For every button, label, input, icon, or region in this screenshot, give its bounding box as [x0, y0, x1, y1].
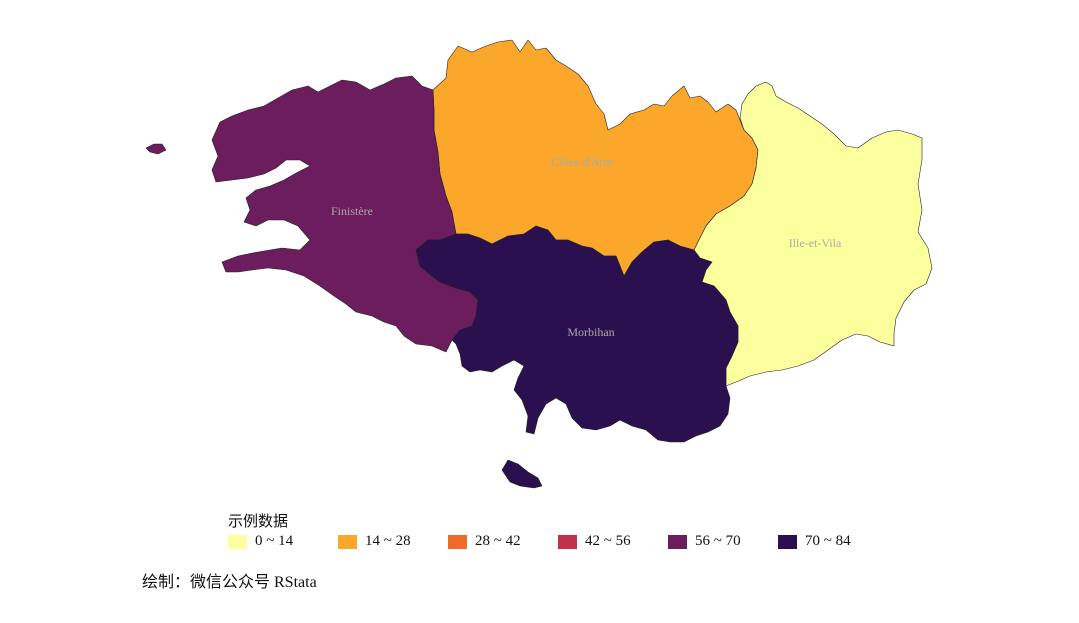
legend-swatch [228, 534, 247, 549]
legend-item: 0 ~ 14 [228, 533, 338, 550]
legend-label: 56 ~ 70 [695, 533, 741, 549]
region-morbihan [415, 225, 739, 443]
legend-swatch [558, 534, 577, 549]
label-cotes-darmor: Côtes-d'Arm [551, 155, 613, 169]
label-ille-et-vilaine: Ille-et-Vila [789, 236, 842, 250]
legend-item: 70 ~ 84 [778, 533, 888, 550]
legend-item: 42 ~ 56 [558, 533, 668, 550]
legend-swatch [338, 534, 357, 549]
region-morbihan-isle [501, 459, 543, 489]
legend-item: 14 ~ 28 [338, 533, 448, 550]
legend-items: 0 ~ 14 14 ~ 28 28 ~ 42 42 ~ 56 56 ~ 70 7… [228, 533, 888, 550]
legend-label: 70 ~ 84 [805, 533, 851, 549]
map-legend: 示例数据 0 ~ 14 14 ~ 28 28 ~ 42 42 ~ 56 56 ~… [228, 510, 888, 550]
brittany-choropleth-map: Finistère Côtes-d'Arm Ille-et-Vila Morbi… [145, 39, 933, 489]
label-morbihan: Morbihan [567, 325, 614, 339]
region-finistere [211, 75, 479, 353]
legend-swatch [778, 534, 797, 549]
legend-swatch [668, 534, 687, 549]
label-finistere: Finistère [331, 204, 373, 218]
legend-item: 28 ~ 42 [448, 533, 558, 550]
legend-swatch [448, 534, 467, 549]
legend-item: 56 ~ 70 [668, 533, 778, 550]
legend-label: 14 ~ 28 [365, 533, 411, 549]
legend-label: 42 ~ 56 [585, 533, 631, 549]
caption: 绘制：微信公众号 RStata [142, 574, 317, 591]
legend-label: 0 ~ 14 [255, 533, 294, 549]
legend-label: 28 ~ 42 [475, 533, 521, 549]
legend-title: 示例数据 [228, 514, 289, 530]
region-finistere-isle [145, 143, 167, 155]
